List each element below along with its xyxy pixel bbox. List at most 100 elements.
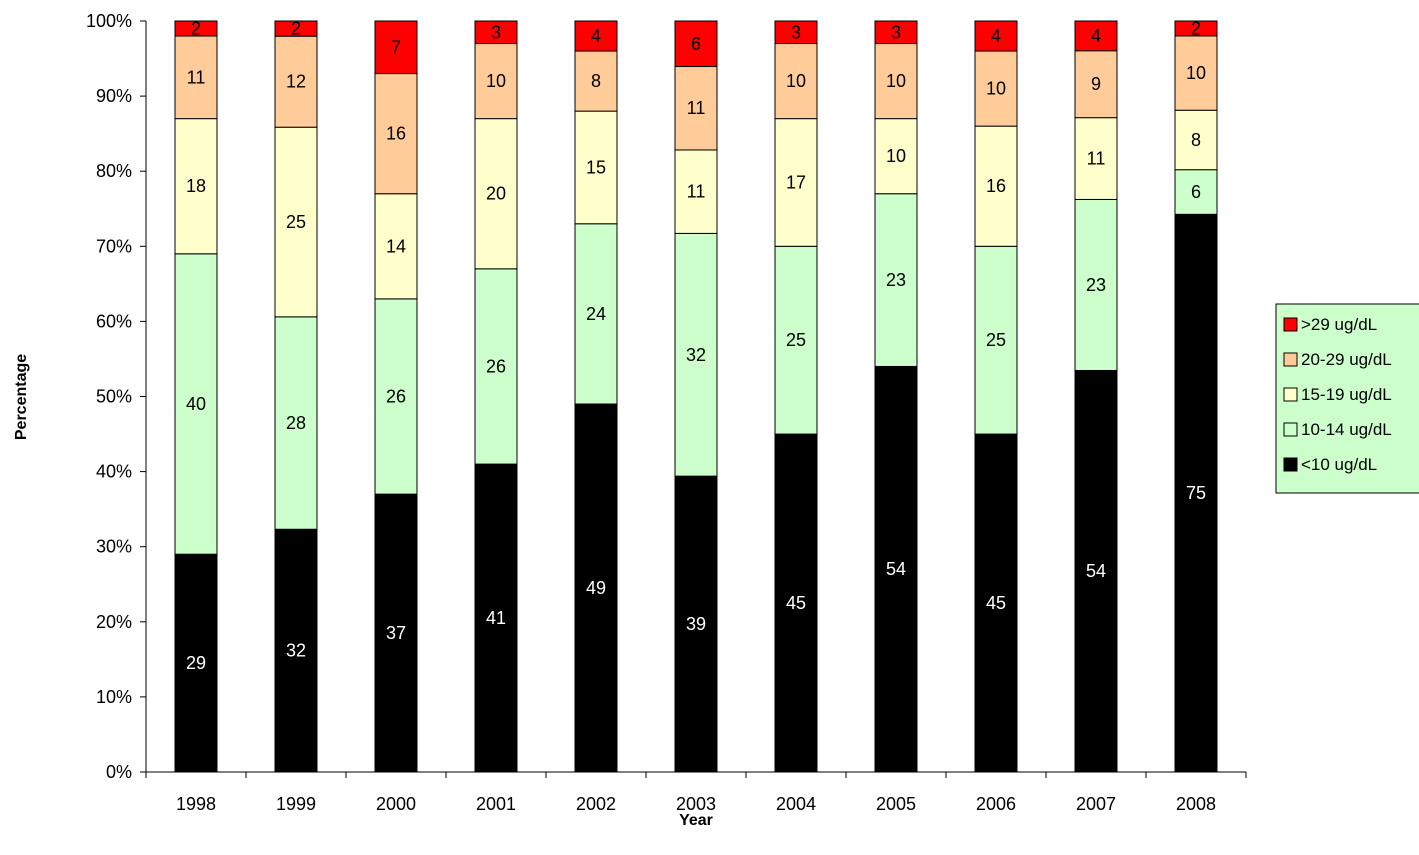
bar-data-label: 32 [686, 345, 706, 365]
bar-data-label: 10 [886, 71, 906, 91]
bar-segment [774, 245, 818, 435]
bar-segment [874, 365, 918, 773]
y-tick-label: 80% [96, 161, 132, 181]
legend-swatch [1283, 317, 1298, 332]
bar-data-label: 26 [386, 387, 406, 407]
bar-data-label: 10 [486, 71, 506, 91]
bars-layer: 2940181123228251223726141674126201034924… [174, 18, 1218, 773]
y-tick-label: 30% [96, 537, 132, 557]
bar-data-label: 3 [491, 22, 501, 42]
bar-segment [574, 20, 618, 52]
legend-label: <10 ug/dL [1301, 455, 1377, 474]
bar-data-label: 32 [286, 641, 306, 661]
bar-data-label: 25 [986, 330, 1006, 350]
bar-segment [274, 20, 318, 37]
bar-data-label: 45 [986, 593, 1006, 613]
bar-data-label: 10 [986, 79, 1006, 99]
axes-layer: 0% 10% 20% 30% 40% 50% 60% 70% 80% 90% 100% 1998 199… [86, 11, 1247, 814]
bar-data-label: 14 [386, 236, 406, 256]
bar-data-label: 40 [186, 394, 206, 414]
bar-data-label: 10 [786, 71, 806, 91]
y-tick-label: 60% [96, 311, 132, 331]
legend-label: 15-19 ug/dL [1301, 385, 1392, 404]
bar-data-label: 4 [991, 26, 1001, 46]
bar-segment [774, 43, 818, 120]
bar-data-label: 20 [486, 184, 506, 204]
bar-segment [574, 50, 618, 112]
bar-data-label: 12 [286, 72, 306, 92]
bar-data-label: 54 [1086, 561, 1106, 581]
bar-data-label: 25 [286, 212, 306, 232]
bar-data-label: 6 [1191, 182, 1201, 202]
legend-swatch [1283, 457, 1298, 472]
bar-segment [1074, 20, 1118, 52]
bar-data-label: 10 [886, 146, 906, 166]
bar-segment [474, 43, 518, 120]
bar-segment [374, 298, 418, 495]
bar-segment [974, 50, 1018, 127]
bar-segment [374, 73, 418, 195]
bar-segment [174, 253, 218, 555]
bar-data-label: 54 [886, 559, 906, 579]
y-tick-label: 40% [96, 462, 132, 482]
x-tick-label: 2007 [1076, 794, 1116, 814]
bar-data-label: 41 [486, 608, 506, 628]
bar-segment [1074, 198, 1118, 371]
bar-data-label: 15 [586, 157, 606, 177]
y-axis-title: Percentage [13, 354, 30, 440]
bar-data-label: 75 [1186, 483, 1206, 503]
bar-data-label: 39 [686, 614, 706, 634]
bar-segment [1174, 169, 1218, 215]
bar-data-label: 26 [486, 356, 506, 376]
bar-data-label: 8 [1191, 130, 1201, 150]
x-tick-label: 1998 [176, 794, 216, 814]
bar-segment [574, 223, 618, 405]
bar-segment [974, 20, 1018, 52]
bar-data-label: 4 [1091, 26, 1101, 46]
x-tick-label: 2003 [676, 794, 716, 814]
bar-data-label: 3 [891, 22, 901, 42]
x-axis-title: Year [679, 812, 713, 829]
bar-data-label: 25 [786, 330, 806, 350]
legend-box [1275, 303, 1419, 494]
x-tick-label: 2004 [776, 794, 816, 814]
bar-data-label: 17 [786, 172, 806, 192]
bar-segment [474, 20, 518, 45]
bar-segment [1174, 109, 1218, 171]
y-tick-label: 0% [106, 762, 132, 782]
bar-segment [874, 118, 918, 195]
bar-data-label: 49 [586, 578, 606, 598]
bar-data-label: 23 [886, 270, 906, 290]
bar-segment [474, 268, 518, 465]
bar-segment [874, 20, 918, 45]
bar-segment [674, 66, 718, 151]
bar-data-label: 11 [187, 67, 206, 87]
bar-data-label: 7 [391, 37, 401, 57]
legend: >29 ug/dL 20-29 ug/dL 15-19 ug/dL 10-14 ug/… [1275, 303, 1419, 494]
x-tick-label: 2006 [976, 794, 1016, 814]
bar-segment [974, 245, 1018, 435]
legend-label: 10-14 ug/dL [1301, 420, 1392, 439]
bar-data-label: 2 [191, 19, 201, 39]
bar-segment [574, 110, 618, 225]
bar-data-label: 6 [691, 34, 701, 54]
legend-swatch [1283, 422, 1298, 437]
bar-data-label: 24 [586, 304, 606, 324]
legend-label: >29 ug/dL [1301, 315, 1377, 334]
y-tick-label: 90% [96, 86, 132, 106]
bar-data-label: 16 [386, 124, 406, 144]
legend-swatch [1283, 387, 1298, 402]
bar-segment [174, 20, 218, 37]
legend-swatch [1283, 352, 1298, 367]
bar-segment [674, 149, 718, 234]
bar-segment [174, 553, 218, 773]
y-tick-label: 50% [96, 387, 132, 407]
bar-segment [274, 35, 318, 128]
bar-segment [1174, 20, 1218, 37]
bar-data-label: 2 [291, 19, 301, 39]
y-tick-label: 70% [96, 236, 132, 256]
bar-segment [674, 475, 718, 773]
bar-segment [974, 125, 1018, 247]
bar-segment [174, 35, 218, 120]
